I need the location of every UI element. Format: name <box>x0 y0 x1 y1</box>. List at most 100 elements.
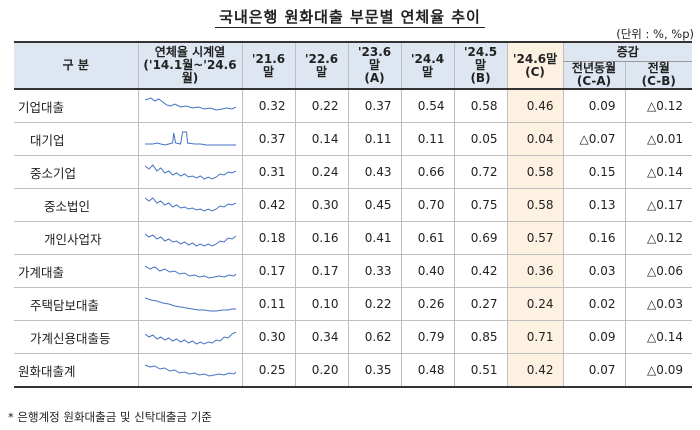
sparkline-path <box>144 233 236 247</box>
value-cell: 0.66 <box>400 155 454 189</box>
sparkline-path <box>144 97 236 111</box>
row-label: 중소기업 <box>14 155 138 189</box>
value-cell: 0.43 <box>347 155 401 189</box>
header-2021-06: '21.6말 <box>241 41 295 90</box>
table-row: 개인사업자 0.18 0.16 0.41 0.61 0.69 0.57 0.16 △0.12 <box>14 221 692 255</box>
value-cell: 0.34 <box>294 320 348 354</box>
table-row: 가계대출 0.17 0.17 0.33 0.40 0.42 0.36 0.03 △0.06 <box>14 254 692 288</box>
table-row: 중소기업 0.31 0.24 0.43 0.66 0.72 0.58 0.15 △0.14 <box>14 155 692 189</box>
sparkline-chart <box>144 233 236 247</box>
delinquency-table: 구 분 연체율 시계열 ('14.1월~'24.6월) '21.6말 '22.6말… <box>14 41 692 388</box>
sparkline-path <box>144 197 236 212</box>
sparkline-chart <box>144 97 236 111</box>
value-cell: 0.62 <box>347 320 401 354</box>
sparkline-path <box>144 265 236 279</box>
sparkline-chart <box>144 364 236 377</box>
value-cell: 0.37 <box>241 122 295 156</box>
value-cell: 0.42 <box>453 254 507 288</box>
value-cell: 0.25 <box>241 353 295 388</box>
header-yoy: 전년동월 (C-A) <box>562 61 625 90</box>
value-cell: 0.04 <box>506 122 563 156</box>
value-cell: 0.16 <box>294 221 348 255</box>
value-cell: 0.42 <box>506 353 563 388</box>
value-cell: 0.11 <box>400 122 454 156</box>
value-cell: 0.14 <box>294 122 348 156</box>
value-cell: 0.26 <box>400 287 454 321</box>
table-row: 주택담보대출 0.11 0.10 0.22 0.26 0.27 0.24 0.02 △0.03 <box>14 287 692 321</box>
mom-cell: △0.12 <box>624 221 692 255</box>
row-label: 가계대출 <box>14 254 138 288</box>
sparkline-path <box>144 164 236 180</box>
sparkline-chart <box>144 131 236 146</box>
value-cell: 0.57 <box>506 221 563 255</box>
sparkline-path <box>144 131 236 146</box>
mom-cell: △0.09 <box>624 353 692 388</box>
mom-cell: △0.14 <box>624 155 692 189</box>
header-2023-06: '23.6말 (A) <box>347 41 401 90</box>
yoy-cell: 0.09 <box>562 89 625 123</box>
value-cell: 0.85 <box>453 320 507 354</box>
sparkline-cell <box>137 155 242 189</box>
sparkline-cell <box>137 254 242 288</box>
value-cell: 0.48 <box>400 353 454 388</box>
header-sparkline: 연체율 시계열 ('14.1월~'24.6월) <box>137 41 242 90</box>
yoy-cell: 0.02 <box>562 287 625 321</box>
value-cell: 0.45 <box>347 188 401 222</box>
mom-cell: △0.06 <box>624 254 692 288</box>
sparkline-chart <box>144 197 236 212</box>
value-cell: 0.75 <box>453 188 507 222</box>
sparkline-cell <box>137 188 242 222</box>
value-cell: 0.18 <box>241 221 295 255</box>
header-2022-06: '22.6말 <box>294 41 348 90</box>
value-cell: 0.11 <box>241 287 295 321</box>
sparkline-cell <box>137 221 242 255</box>
value-cell: 0.24 <box>506 287 563 321</box>
header-category: 구 분 <box>14 41 138 90</box>
value-cell: 0.05 <box>453 122 507 156</box>
value-cell: 0.41 <box>347 221 401 255</box>
value-cell: 0.36 <box>506 254 563 288</box>
unit-label: (단위 : %, %p) <box>616 27 694 41</box>
row-label: 개인사업자 <box>14 221 138 255</box>
yoy-cell: △0.07 <box>562 122 625 156</box>
value-cell: 0.51 <box>453 353 507 388</box>
row-label: 주택담보대출 <box>14 287 138 321</box>
header-2024-04: '24.4말 <box>400 41 454 90</box>
value-cell: 0.17 <box>294 254 348 288</box>
value-cell: 0.37 <box>347 89 401 123</box>
row-label: 원화대출계 <box>14 353 138 388</box>
value-cell: 0.61 <box>400 221 454 255</box>
value-cell: 0.42 <box>241 188 295 222</box>
value-cell: 0.20 <box>294 353 348 388</box>
value-cell: 0.30 <box>241 320 295 354</box>
value-cell: 0.17 <box>241 254 295 288</box>
sparkline-cell <box>137 122 242 156</box>
value-cell: 0.58 <box>453 89 507 123</box>
sparkline-path <box>144 297 236 312</box>
header-mom: 전월 (C-B) <box>624 61 692 90</box>
yoy-cell: 0.09 <box>562 320 625 354</box>
sparkline-cell <box>137 320 242 354</box>
yoy-cell: 0.03 <box>562 254 625 288</box>
value-cell: 0.22 <box>347 287 401 321</box>
header-2024-05: '24.5말 (B) <box>453 41 507 90</box>
row-label: 기업대출 <box>14 89 138 123</box>
value-cell: 0.24 <box>294 155 348 189</box>
mom-cell: △0.17 <box>624 188 692 222</box>
value-cell: 0.54 <box>400 89 454 123</box>
value-cell: 0.46 <box>506 89 563 123</box>
value-cell: 0.32 <box>241 89 295 123</box>
header-2024-06: '24.6말 (C) <box>506 41 563 90</box>
mom-cell: △0.03 <box>624 287 692 321</box>
header-change: 증감 <box>562 41 692 62</box>
value-cell: 0.71 <box>506 320 563 354</box>
value-cell: 0.27 <box>453 287 507 321</box>
table-row: 가계신용대출등 0.30 0.34 0.62 0.79 0.85 0.71 0.09 △0.14 <box>14 320 692 354</box>
value-cell: 0.70 <box>400 188 454 222</box>
value-cell: 0.33 <box>347 254 401 288</box>
value-cell: 0.30 <box>294 188 348 222</box>
value-cell: 0.69 <box>453 221 507 255</box>
table-row: 기업대출 0.32 0.22 0.37 0.54 0.58 0.46 0.09 △0.12 <box>14 89 692 123</box>
yoy-cell: 0.15 <box>562 155 625 189</box>
sparkline-path <box>144 364 236 377</box>
